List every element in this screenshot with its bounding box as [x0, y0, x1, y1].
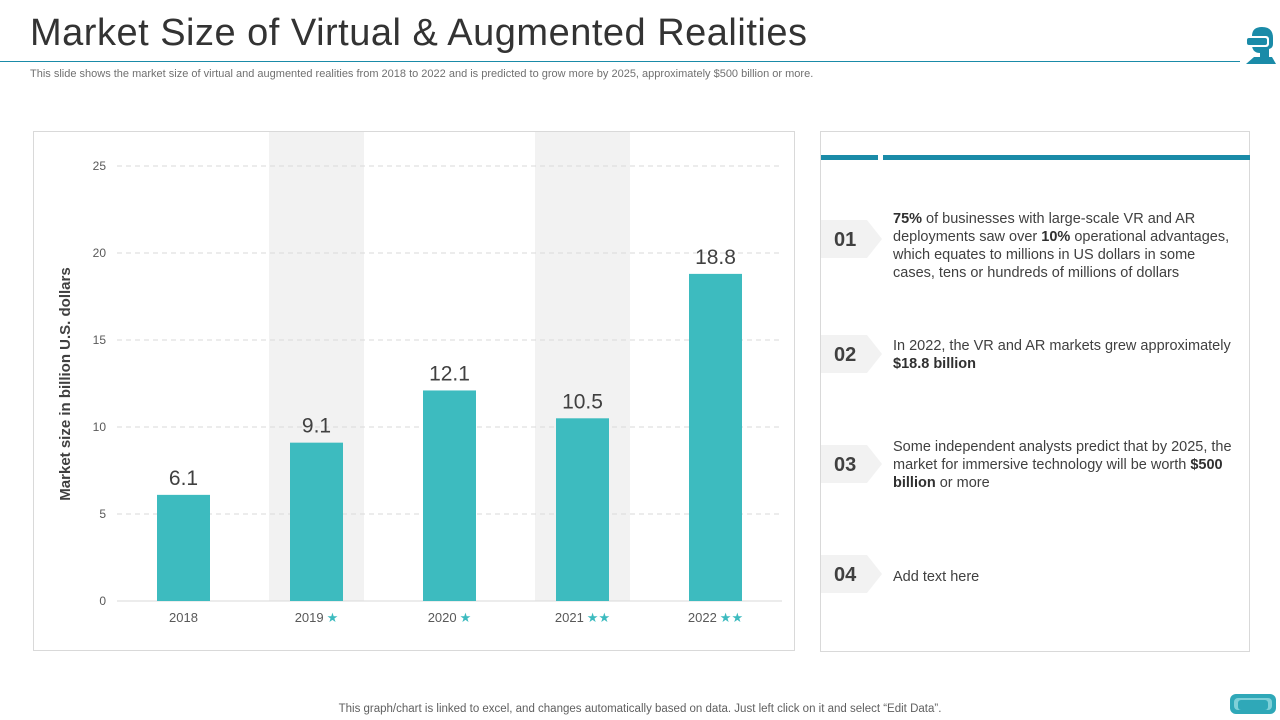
- slide-subtitle: This slide shows the market size of virt…: [30, 68, 814, 80]
- title-divider: [0, 61, 1240, 62]
- arrow-badge-shape: [821, 220, 882, 258]
- y-tick-label: 20: [93, 246, 107, 260]
- point-text-segment: Add text here: [893, 569, 980, 585]
- star-icon: ★: [327, 610, 339, 625]
- y-tick-label: 0: [99, 594, 106, 608]
- x-tick-label-2019: 2019 ★: [295, 610, 339, 625]
- vr-headset-person-icon: [1245, 27, 1276, 64]
- bar-2019: [290, 442, 343, 601]
- y-tick-label: 15: [93, 333, 107, 347]
- star-icon: ★: [460, 610, 472, 625]
- point-text: Add text here: [893, 568, 1239, 586]
- data-label: 12.1: [429, 362, 470, 385]
- arrow-badge-shape: [821, 445, 882, 483]
- chart-footnote-text: This graph/chart is linked to excel, and…: [338, 703, 942, 715]
- number-badge: 01: [821, 220, 883, 258]
- vr-headset-icon: [1230, 694, 1276, 714]
- y-tick-label: 10: [93, 420, 107, 434]
- data-label: 18.8: [695, 246, 736, 269]
- data-label: 9.1: [302, 415, 331, 438]
- bar-2021: [556, 418, 609, 601]
- point-text-highlight: $18.8 billion: [893, 356, 976, 372]
- point-text: In 2022, the VR and AR markets grew appr…: [893, 337, 1239, 373]
- panel-accent-bar-long: [883, 155, 1250, 160]
- x-tick-label-2022: 2022 ★★: [688, 610, 743, 625]
- x-tick-year: 2020: [428, 610, 457, 625]
- point-number: 04: [834, 564, 857, 586]
- y-tick-label: 5: [99, 507, 106, 521]
- point-text-highlight: 75%: [893, 211, 923, 227]
- point-text-highlight: $500 billion: [893, 457, 1223, 491]
- x-tick-year: 2018: [169, 610, 198, 625]
- point-text-segment: Some independent analysts predict that b…: [893, 439, 1232, 473]
- point-text-segment: In 2022, the VR and AR markets grew appr…: [893, 338, 1231, 354]
- point-number: 01: [834, 229, 857, 251]
- y-tick-label: 25: [93, 159, 107, 173]
- x-tick-label-2018: 2018: [169, 610, 198, 625]
- number-badge: 02: [821, 335, 883, 373]
- chart-footnote: This graph/chart is linked to excel, and…: [0, 703, 1280, 715]
- bar-2020: [423, 390, 476, 601]
- x-tick-year: 2019: [295, 610, 324, 625]
- star-icon: ★★: [587, 610, 610, 625]
- arrow-badge-shape: [821, 555, 882, 593]
- x-tick-year: 2022: [688, 610, 717, 625]
- star-icon: ★★: [720, 610, 743, 625]
- point-number: 02: [834, 344, 857, 366]
- point-text-segment: or more: [935, 475, 990, 491]
- x-tick-label-2021: 2021 ★★: [555, 610, 610, 625]
- slide-title: Market Size of Virtual & Augmented Reali…: [30, 12, 808, 54]
- point-number: 03: [834, 454, 857, 476]
- bar-chart-panel: 0 5 10 15 20 25 6.1 2018 9.1 2019 ★ 12.1 2020 ★ 10.5 20…: [33, 131, 795, 651]
- x-tick-label-2020: 2020 ★: [428, 610, 472, 625]
- bar-2022: [689, 273, 742, 601]
- data-label: 10.5: [562, 390, 603, 413]
- point-text-segment: operational advantages, which equates to…: [893, 229, 1230, 281]
- point-text: 75% of businesses with large-scale VR an…: [893, 210, 1239, 282]
- panel-accent-bar-short: [821, 155, 878, 160]
- x-tick-year: 2021: [555, 610, 584, 625]
- y-axis-label: Market size in billion U.S. dollars: [57, 267, 74, 500]
- point-text-segment: of businesses with large-scale VR and AR…: [893, 211, 1196, 245]
- number-badge: 04: [821, 555, 883, 593]
- point-text: Some independent analysts predict that b…: [893, 438, 1239, 492]
- bar-2018: [157, 494, 210, 601]
- point-text-highlight: 10%: [1041, 229, 1071, 245]
- number-badge: 03: [821, 445, 883, 483]
- arrow-badge-shape: [821, 335, 882, 373]
- data-label: 6.1: [169, 467, 198, 490]
- key-points-panel: 01 75% of businesses with large-scale VR …: [820, 131, 1250, 652]
